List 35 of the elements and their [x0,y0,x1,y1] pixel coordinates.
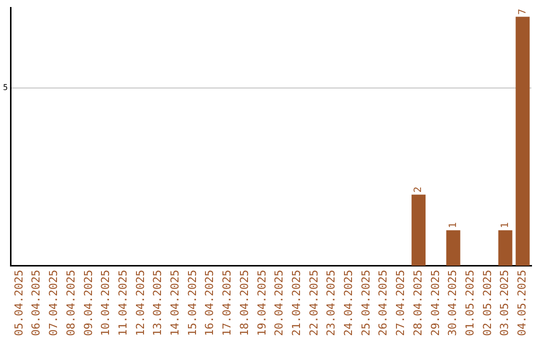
x-tick-label: 07.04.2025 [47,270,60,336]
x-tick-label: 10.04.2025 [99,270,112,336]
y-tick-label: 5 [2,82,8,92]
x-tick-label: 27.04.2025 [394,270,408,336]
x-tick-label: 20.04.2025 [272,270,286,336]
data-label: 7 [517,8,528,15]
data-label: 2 [413,186,424,193]
x-tick-label: 06.04.2025 [30,270,43,336]
data-label: 1 [448,222,459,228]
x-tick-label: 21.04.2025 [290,270,303,336]
x-tick-label: 03.05.2025 [498,270,512,336]
x-tick-label: 26.04.2025 [376,270,390,336]
x-tick-label: 02.05.2025 [480,270,494,336]
x-tick-label: 04.05.2025 [516,270,529,336]
x-tick-label: 11.04.2025 [116,270,130,336]
x-tick-label: 29.04.2025 [428,270,442,336]
x-tick-label: 24.04.2025 [342,270,356,336]
x-tick-label: 12.04.2025 [134,270,147,336]
x-tick-label: 08.04.2025 [64,270,78,336]
x-tick-label: 14.04.2025 [168,270,182,336]
x-tick-label: 13.04.2025 [151,270,164,336]
x-tick-label: 16.04.2025 [203,270,216,336]
x-tick-label: 30.04.2025 [446,270,460,336]
x-tick-label: 09.04.2025 [82,270,95,336]
x-tick-label: 25.04.2025 [359,270,372,336]
x-tick-label: 05.04.2025 [12,270,26,336]
x-tick-label: 23.04.2025 [324,270,338,336]
x-tick-label: 01.05.2025 [463,270,476,336]
x-tick-label: 17.04.2025 [220,270,234,336]
x-tick-label: 28.04.2025 [411,270,424,336]
x-tick-label: 18.04.2025 [238,270,251,336]
x-tick-label: 15.04.2025 [186,270,199,336]
x-tick-label: 22.04.2025 [307,270,320,336]
data-label: 1 [500,222,511,228]
x-tick-label: 19.04.2025 [255,270,268,336]
